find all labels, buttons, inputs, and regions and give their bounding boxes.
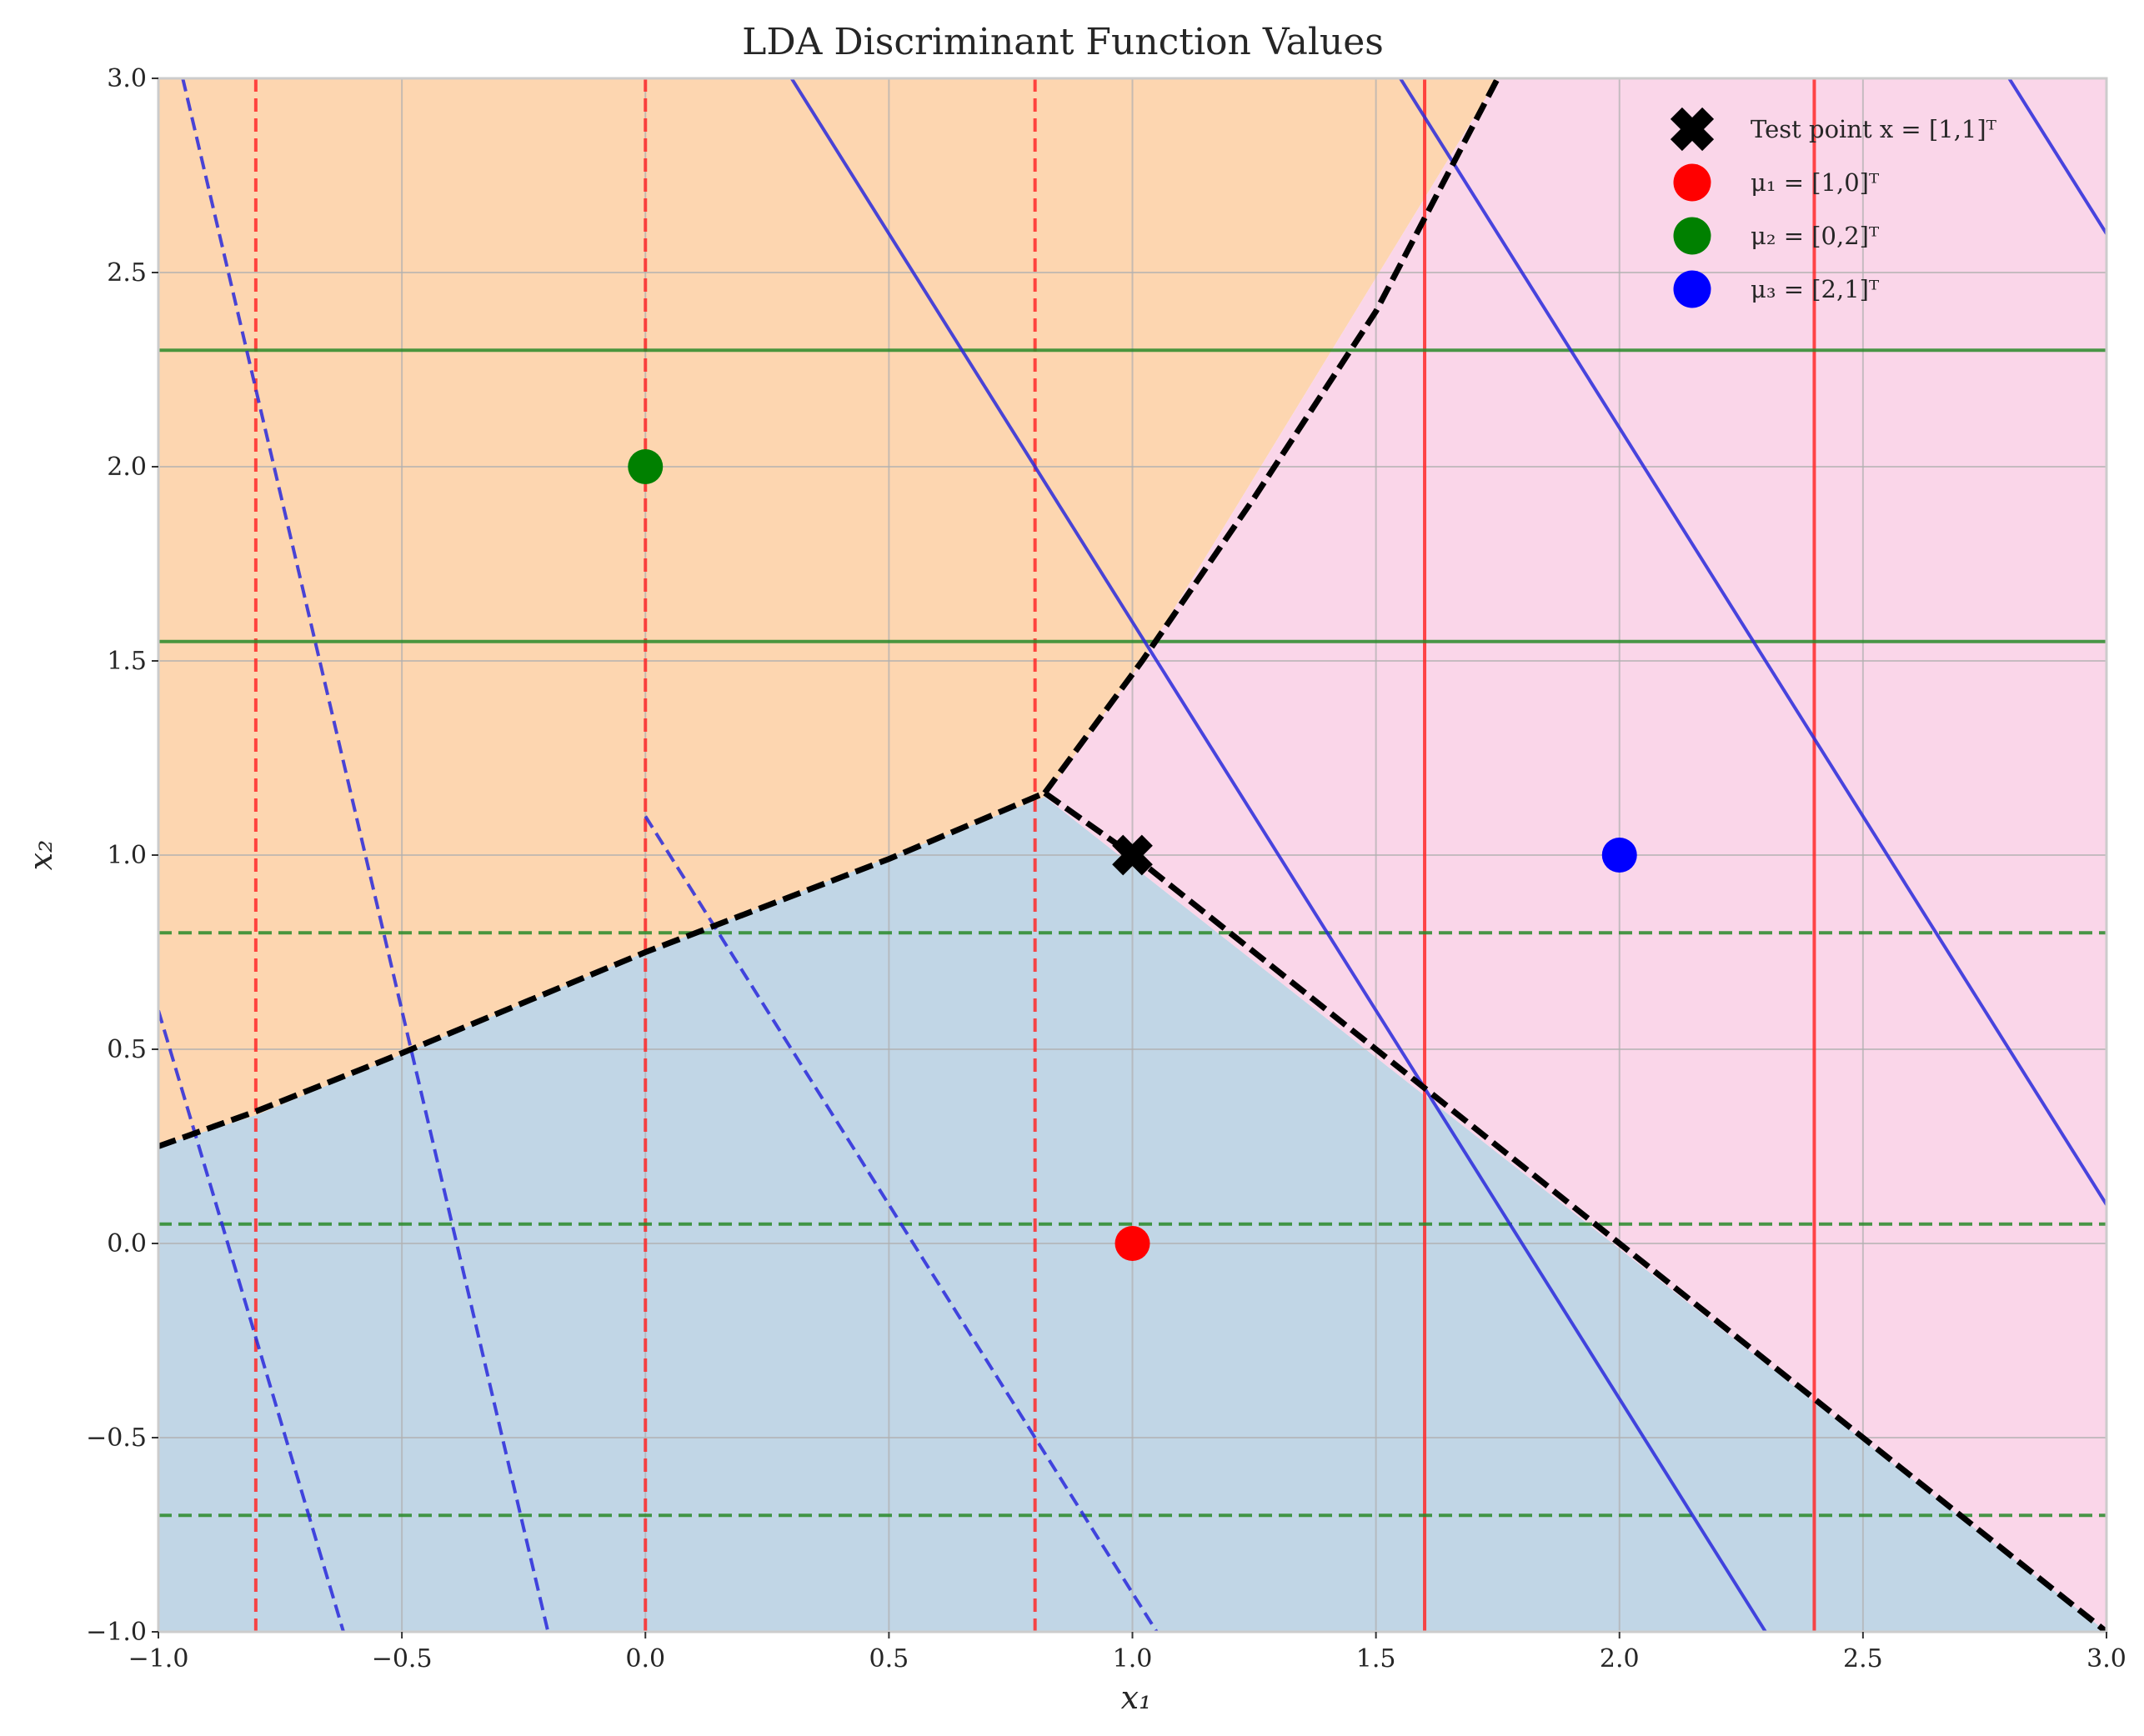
- legend-label: μ₂ = [0,2]ᵀ: [1751, 222, 1880, 250]
- x-tick-label: 1.5: [1356, 1644, 1396, 1673]
- legend-label: Test point x = [1,1]ᵀ: [1751, 115, 1997, 143]
- y-tick-label: 2.0: [107, 453, 147, 482]
- contour-line: [181, 78, 550, 1632]
- x-tick-label: 2.0: [1600, 1644, 1640, 1673]
- legend-label: μ₃ = [2,1]ᵀ: [1751, 275, 1880, 303]
- x-tick-label: 3.0: [2086, 1644, 2126, 1673]
- decision-boundary: [158, 790, 1046, 1149]
- contour-line: [2007, 78, 2106, 235]
- data-point: [628, 449, 664, 484]
- class-region-2: [158, 78, 1498, 1147]
- x-tick-label: −1.0: [128, 1644, 189, 1673]
- data-point: [1601, 838, 1637, 873]
- legend-marker: [1673, 163, 1711, 202]
- decision-boundary: [1042, 78, 1500, 795]
- x-tick-label: 1.0: [1113, 1644, 1153, 1673]
- legend-marker: [1673, 217, 1711, 255]
- legend: Test point x = [1,1]ᵀ μ₁ = [1,0]ᵀ μ₂ = [0,…: [1670, 107, 1997, 308]
- plot-area: −1.0 −0.5 0.0 0.5 1.0 1.5 2.0 2.5 3.0 −1.0 −0.5 0.0…: [86, 64, 2126, 1673]
- x-axis-label: x₁: [1121, 1679, 1152, 1716]
- chart-title: LDA Discriminant Function Values: [742, 21, 1384, 63]
- x-tick-label: −0.5: [372, 1644, 433, 1673]
- y-tick-label: 3.0: [107, 64, 147, 93]
- y-tick-label: −1.0: [86, 1618, 147, 1647]
- y-tick-label: 0.0: [107, 1229, 147, 1258]
- contour-line: [789, 78, 1767, 1632]
- legend-marker: [1670, 107, 1715, 152]
- y-tick-label: −0.5: [86, 1423, 147, 1453]
- x-tick-label: 2.5: [1843, 1644, 1883, 1673]
- y-tick-label: 1.0: [107, 841, 147, 870]
- y-axis-label: x₂: [23, 840, 59, 871]
- x-tick-label: 0.5: [869, 1644, 909, 1673]
- y-tick-label: 2.5: [107, 258, 147, 288]
- legend-label: μ₁ = [1,0]ᵀ: [1751, 168, 1880, 197]
- data-point: [1112, 834, 1153, 876]
- legend-marker: [1673, 270, 1711, 308]
- decision-boundary: [1043, 790, 2106, 1632]
- contour-line: [1399, 78, 2106, 1206]
- plot-clipped: [158, 78, 2106, 1632]
- y-tick-label: 1.5: [107, 647, 147, 676]
- data-point: [1115, 1226, 1150, 1261]
- y-tick-label: 0.5: [107, 1035, 147, 1064]
- x-tick-label: 0.0: [625, 1644, 665, 1673]
- contour-line: [158, 1009, 345, 1632]
- contour-line: [644, 815, 1159, 1632]
